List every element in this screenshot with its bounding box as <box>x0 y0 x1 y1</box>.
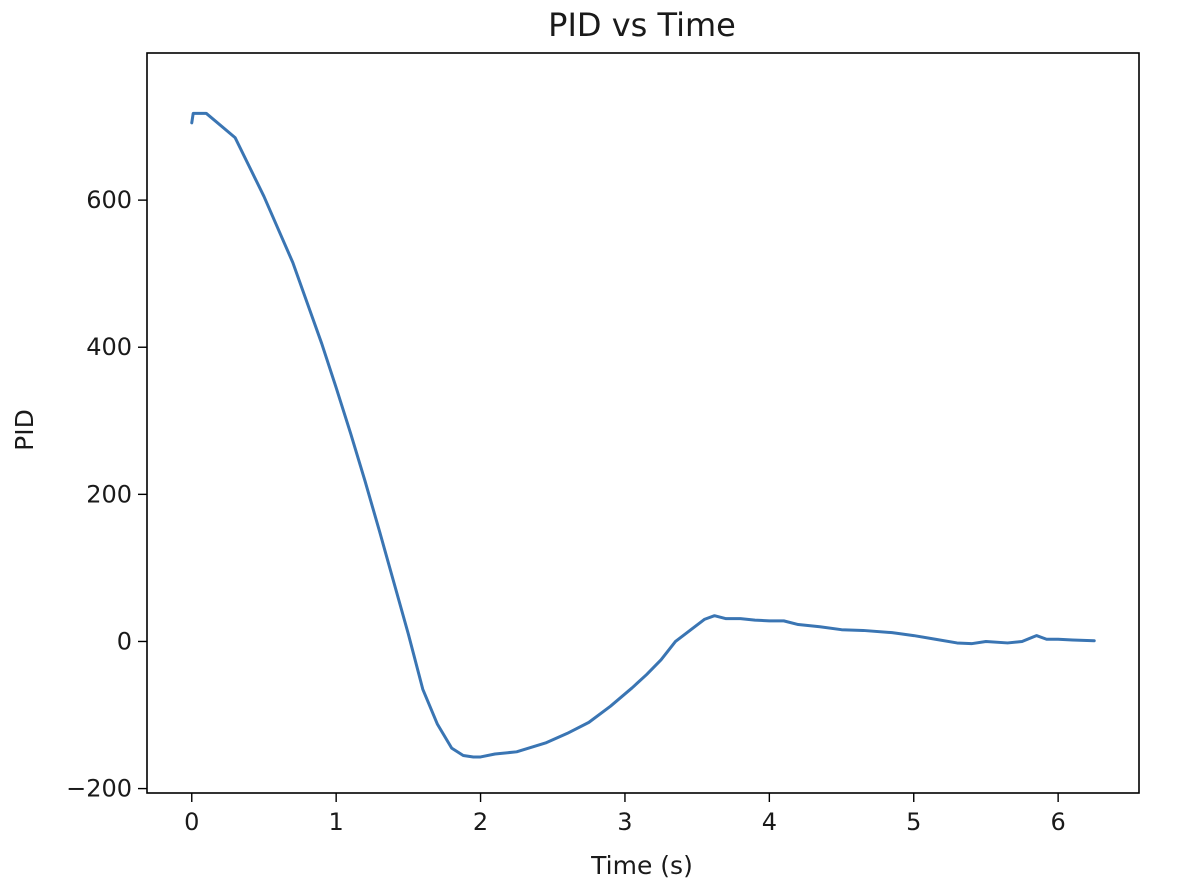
y-axis-label: PID <box>10 409 39 451</box>
x-tick-label: 2 <box>473 808 488 836</box>
x-tick-label: 0 <box>184 808 199 836</box>
x-tick-label: 1 <box>329 808 344 836</box>
plot-area <box>190 111 1096 759</box>
x-axis-label: Time (s) <box>590 851 693 880</box>
x-tick-label: 4 <box>762 808 777 836</box>
chart-title: PID vs Time <box>548 6 736 44</box>
y-tick-label: −200 <box>66 775 132 803</box>
y-tick-label: 0 <box>117 627 132 655</box>
x-tick-label: 6 <box>1050 808 1065 836</box>
y-tick-label: 400 <box>86 333 132 361</box>
y-tick-label: 600 <box>86 186 132 214</box>
axis-ticks: 0 1 2 3 4 5 6 −200 0 200 400 600 <box>66 186 1066 836</box>
axes-frame <box>146 52 1140 794</box>
x-tick-label: 3 <box>617 808 632 836</box>
series-line-0 <box>190 111 1096 759</box>
y-tick-label: 200 <box>86 480 132 508</box>
x-tick-label: 5 <box>906 808 921 836</box>
